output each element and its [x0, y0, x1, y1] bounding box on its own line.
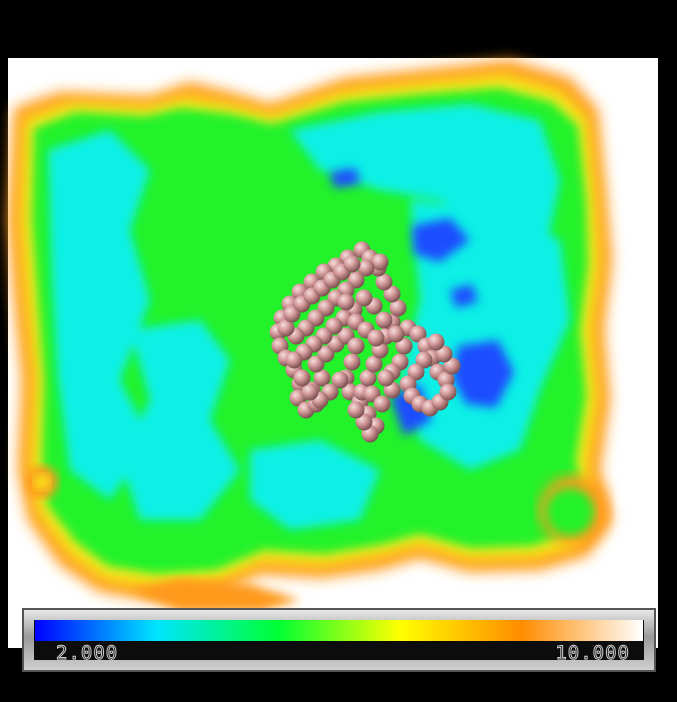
colorbar-max-label: 10.000 — [555, 642, 630, 665]
atom-sphere — [389, 299, 407, 317]
atom-sphere — [387, 325, 405, 343]
atom-sphere — [285, 351, 303, 369]
atom-sphere — [407, 363, 425, 381]
density-blob — [130, 578, 300, 612]
atom-sphere — [337, 293, 355, 311]
density-blob — [546, 488, 594, 536]
atom-sphere — [377, 369, 395, 387]
density-heatmap — [8, 60, 612, 612]
colorbar-gradient — [35, 620, 643, 641]
atom-sphere — [355, 413, 373, 431]
atom-sphere — [373, 395, 391, 413]
atom-sphere — [375, 311, 393, 329]
molecule-spheres — [269, 241, 461, 443]
atom-sphere — [409, 325, 427, 343]
atom-sphere — [443, 357, 461, 375]
atom-sphere — [343, 255, 361, 273]
atom-sphere — [331, 371, 349, 389]
atom-sphere — [343, 353, 361, 371]
atom-sphere — [367, 329, 385, 347]
atom-sphere — [365, 355, 383, 373]
atom-sphere — [347, 337, 365, 355]
atom-sphere — [427, 333, 445, 351]
atom-sphere — [359, 369, 377, 387]
atom-sphere — [277, 319, 295, 337]
colorbar-legend: 2.000 10.000 — [22, 608, 656, 672]
atom-sphere — [375, 273, 393, 291]
atom-sphere — [435, 345, 453, 363]
atom-sphere — [355, 289, 373, 307]
atom-sphere — [301, 383, 319, 401]
atom-sphere — [439, 383, 457, 401]
density-contour-cyan — [48, 104, 570, 530]
density-blob — [34, 474, 50, 490]
atom-sphere — [313, 369, 331, 387]
colorbar-panel: 2.000 10.000 — [34, 620, 644, 665]
colorbar-min-label: 2.000 — [55, 642, 119, 665]
atom-sphere — [347, 401, 365, 419]
atom-sphere — [357, 259, 375, 277]
atom-sphere — [415, 351, 433, 369]
atom-sphere — [371, 253, 389, 271]
atom-sphere — [395, 337, 413, 355]
atom-sphere — [293, 369, 311, 387]
atom-sphere — [383, 285, 401, 303]
